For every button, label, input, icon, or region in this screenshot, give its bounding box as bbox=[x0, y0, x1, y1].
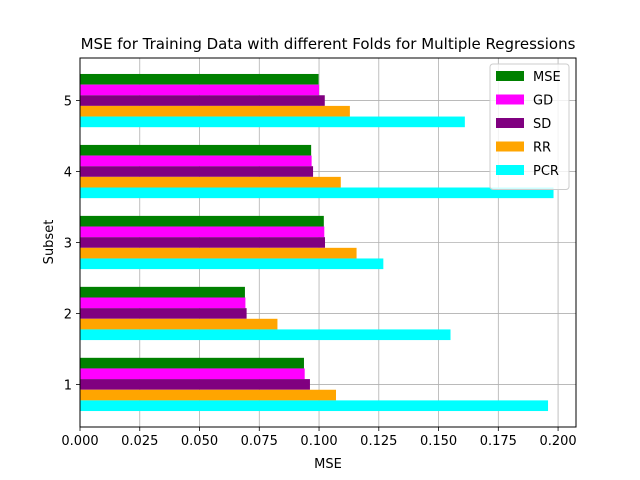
bar-gd-subset-1 bbox=[80, 368, 305, 380]
bar-gd-subset-3 bbox=[80, 226, 325, 238]
x-tick-label: 0.000 bbox=[61, 434, 98, 449]
bar-mse-subset-2 bbox=[80, 286, 245, 298]
bar-pcr-subset-2 bbox=[80, 329, 451, 341]
bar-sd-subset-3 bbox=[80, 237, 326, 248]
x-tick-label: 0.150 bbox=[420, 434, 457, 449]
legend-swatch-rr bbox=[496, 141, 524, 152]
legend-label-gd: GD bbox=[533, 94, 553, 109]
bar-gd-subset-4 bbox=[80, 155, 312, 167]
x-tick-label: 0.075 bbox=[241, 434, 278, 449]
bar-pcr-subset-1 bbox=[80, 400, 549, 412]
bar-gd-subset-2 bbox=[80, 297, 246, 309]
bar-rr-subset-2 bbox=[80, 318, 278, 330]
legend-swatch-mse bbox=[496, 71, 524, 81]
bar-pcr-subset-5 bbox=[80, 116, 465, 128]
legend-label-pcr: PCR bbox=[533, 164, 559, 179]
bar-rr-subset-5 bbox=[80, 105, 350, 117]
bar-mse-subset-4 bbox=[80, 144, 312, 156]
bar-sd-subset-2 bbox=[80, 308, 247, 319]
bar-mse-subset-3 bbox=[80, 215, 324, 227]
legend-label-rr: RR bbox=[533, 141, 551, 156]
bar-mse-subset-5 bbox=[80, 73, 319, 85]
x-tick-label: 0.125 bbox=[360, 434, 397, 449]
bar-pcr-subset-3 bbox=[80, 258, 384, 270]
y-tick-label: 1 bbox=[64, 378, 72, 393]
y-axis-ticks: 1 2 3 4 5 bbox=[64, 95, 80, 393]
y-axis-label: Subset bbox=[42, 220, 57, 265]
bar-rr-subset-1 bbox=[80, 389, 337, 401]
x-tick-label: 0.175 bbox=[480, 434, 517, 449]
bar-rr-subset-3 bbox=[80, 247, 357, 259]
y-tick-label: 5 bbox=[64, 95, 72, 110]
bars bbox=[80, 73, 554, 412]
bar-pcr-subset-4 bbox=[80, 187, 554, 199]
legend-label-mse: MSE bbox=[533, 70, 561, 85]
bar-gd-subset-5 bbox=[80, 84, 320, 96]
bar-sd-subset-4 bbox=[80, 166, 314, 177]
legend-swatch-pcr bbox=[496, 165, 524, 175]
x-axis-label: MSE bbox=[314, 457, 342, 472]
x-tick-label: 0.100 bbox=[300, 434, 337, 449]
bar-rr-subset-4 bbox=[80, 176, 341, 188]
bar-sd-subset-5 bbox=[80, 95, 325, 106]
y-tick-label: 3 bbox=[64, 237, 72, 252]
bar-sd-subset-1 bbox=[80, 379, 310, 390]
legend-swatch-sd bbox=[496, 118, 524, 128]
chart-title: MSE for Training Data with different Fol… bbox=[81, 35, 576, 53]
bar-mse-subset-1 bbox=[80, 357, 304, 369]
x-tick-label: 0.050 bbox=[181, 434, 218, 449]
y-tick-label: 4 bbox=[64, 166, 72, 181]
x-axis-ticks: 0.000 0.025 0.050 0.075 0.100 0.125 0.150 0.175… bbox=[61, 427, 577, 449]
legend-swatch-gd bbox=[496, 94, 524, 105]
x-tick-label: 0.200 bbox=[539, 434, 576, 449]
y-tick-label: 2 bbox=[64, 307, 72, 322]
legend: MSE GD SD RR PCR bbox=[489, 63, 570, 190]
x-tick-label: 0.025 bbox=[121, 434, 158, 449]
legend-label-sd: SD bbox=[533, 117, 551, 132]
